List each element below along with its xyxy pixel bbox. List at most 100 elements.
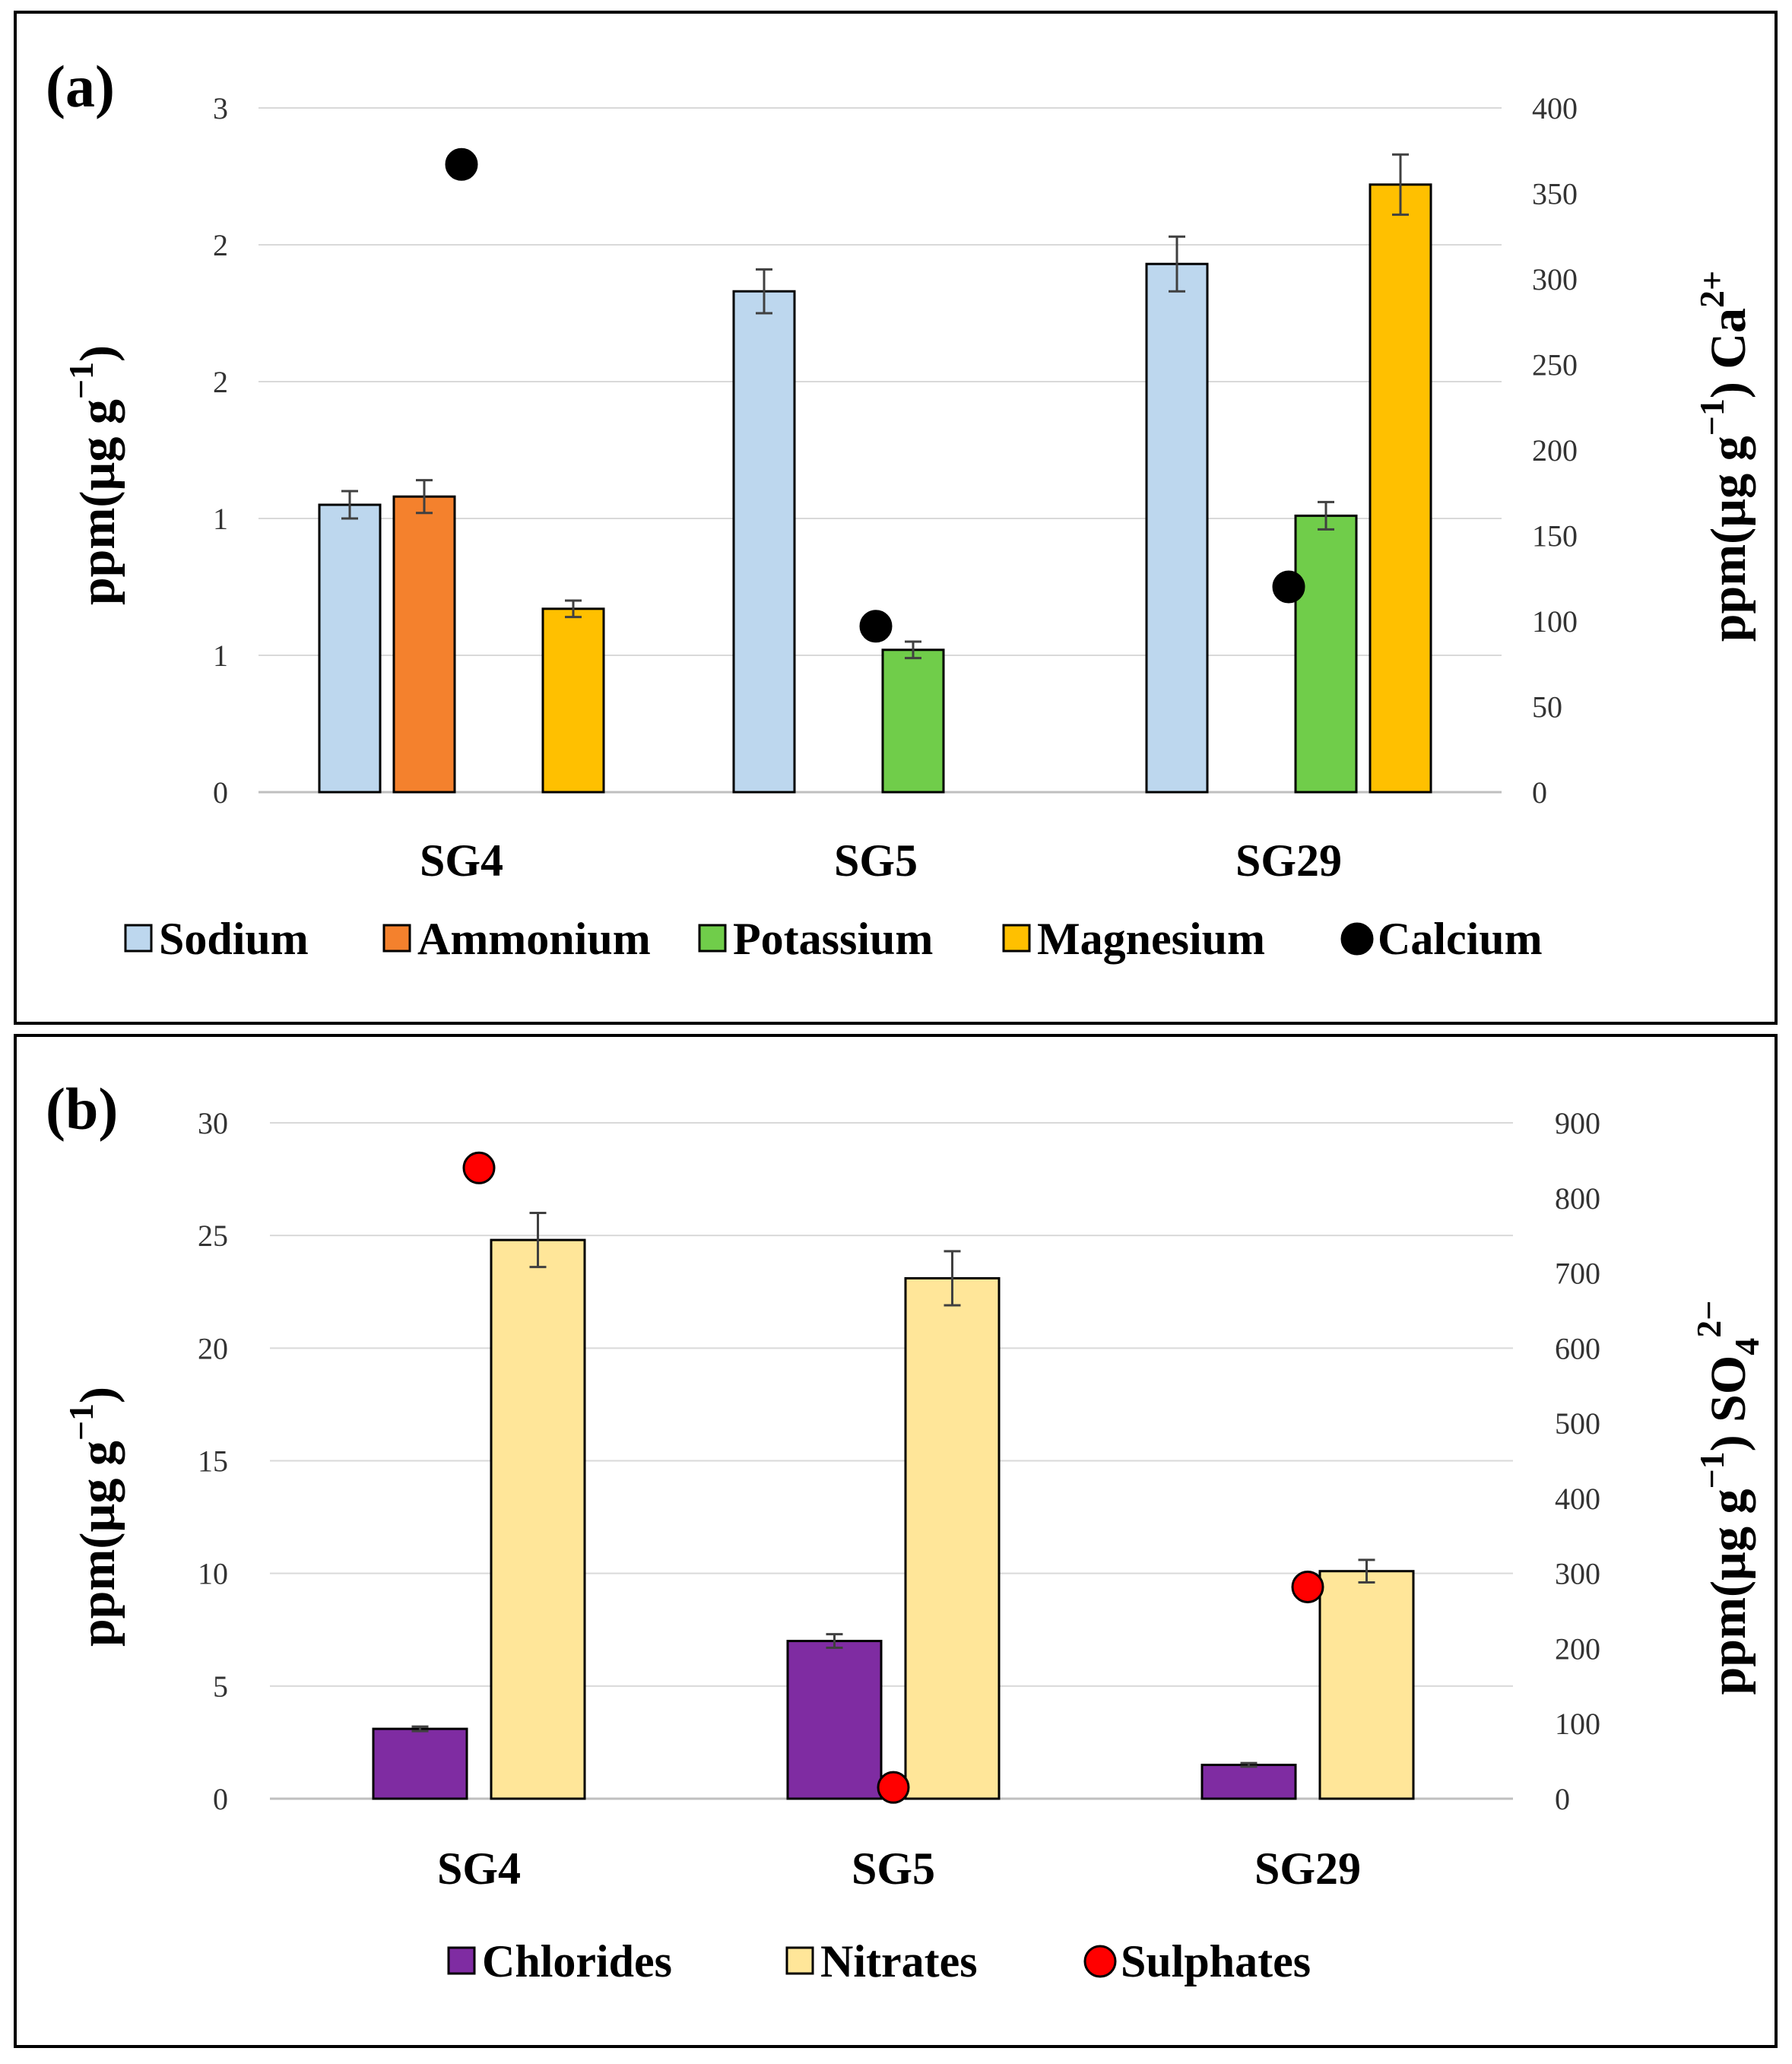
point-sulphates-sg29 [1291, 1570, 1324, 1603]
bar-sodium-sg29 [1145, 262, 1209, 794]
bar-ammonium-sg4 [392, 495, 456, 794]
legend-swatch [124, 924, 153, 953]
panel-a-frame [14, 11, 1778, 1025]
legend-label: Nitrates [820, 1936, 978, 1986]
bar-sodium-sg5 [732, 290, 796, 794]
legend-item-ammonium: Ammonium [382, 914, 651, 964]
panel-a-left-axis-ticks: 0 1 1 2 2 3 [213, 91, 228, 810]
y-tick-label: 20 [198, 1331, 228, 1365]
error-bar-chlorides-sg5 [826, 1633, 843, 1649]
legend-swatch [447, 1946, 476, 1975]
y2-tick-label: 400 [1532, 91, 1578, 125]
legend-label: Ammonium [417, 914, 651, 964]
point-calcium-sg29 [1272, 570, 1305, 604]
legend-item-potassium: Potassium [698, 914, 933, 964]
y-tick-label: 15 [198, 1444, 228, 1479]
y-tick-label: 3 [213, 91, 228, 125]
panel-b-bars [372, 1238, 1415, 1800]
bar-potassium-sg29 [1294, 514, 1358, 794]
y2-tick-label: 500 [1555, 1406, 1600, 1441]
legend-label: Sodium [159, 914, 309, 964]
category-label: SG4 [420, 835, 503, 886]
legend-item-magnesium: Magnesium [1002, 914, 1265, 964]
y-tick-label: 1 [213, 502, 228, 536]
panel-a-bars [318, 183, 1432, 794]
legend-marker [1340, 922, 1374, 956]
bar-chlorides-sg29 [1200, 1764, 1297, 1800]
panel-a-y-axis-label: ppm(µg g−1) [62, 345, 125, 605]
legend-label: Chlorides [482, 1936, 672, 1986]
bar-nitrates-sg29 [1318, 1570, 1415, 1800]
y2-tick-label: 300 [1532, 262, 1578, 296]
y2-tick-label: 200 [1555, 1631, 1600, 1666]
bar-chlorides-sg5 [786, 1640, 883, 1800]
panel-a-error-bars [341, 153, 1409, 660]
bar-chlorides-sg4 [372, 1727, 468, 1800]
y2-tick-label: 200 [1532, 433, 1578, 468]
y-tick-label: 10 [198, 1557, 228, 1591]
panel-b-right-axis-ticks: 0 100 200 300 400 500 600 700 800 900 [1555, 1106, 1600, 1816]
category-label: SG4 [437, 1844, 521, 1894]
y-tick-label: 0 [213, 1782, 228, 1816]
y2-tick-label: 350 [1532, 177, 1578, 211]
point-sulphates-sg5 [877, 1771, 910, 1804]
panel-a-scatter-points [445, 147, 1305, 643]
y2-tick-label: 50 [1532, 690, 1562, 724]
panel-b-label: (b) [46, 1076, 118, 1142]
error-bar-nitrates-sg4 [529, 1212, 547, 1269]
panel-b-chart: (b) 0 5 10 15 20 25 30 0 100 200 300 400 500 600 700 8… [14, 1034, 1778, 2048]
legend-item-sodium: Sodium [124, 914, 309, 964]
legend-label: Sulphates [1121, 1936, 1311, 1986]
y-tick-label: 5 [213, 1669, 228, 1704]
legend-item-calcium: Calcium [1340, 914, 1543, 964]
category-label: SG29 [1254, 1844, 1361, 1894]
error-bar-sodium-sg5 [756, 268, 772, 315]
legend-swatch [698, 924, 727, 953]
bar-magnesium-sg29 [1369, 183, 1432, 794]
bar-magnesium-sg4 [541, 607, 605, 794]
legend-swatch [785, 1946, 814, 1975]
panel-a-category-labels: SG4 SG5 SG29 [420, 835, 1342, 886]
point-sulphates-sg4 [462, 1151, 496, 1184]
bar-potassium-sg5 [881, 648, 945, 794]
point-calcium-sg5 [859, 610, 893, 643]
y2-tick-label: 100 [1532, 604, 1578, 639]
y2-tick-label: 250 [1532, 348, 1578, 382]
y-tick-label: 30 [198, 1106, 228, 1140]
panel-b-y2-axis-label: ppm(µg g−1) SO42− [1689, 1301, 1766, 1695]
error-bar-nitrates-sg29 [1358, 1558, 1375, 1584]
category-label: SG5 [852, 1844, 935, 1894]
point-calcium-sg4 [445, 147, 478, 181]
y-tick-label: 25 [198, 1219, 228, 1253]
legend-swatch [382, 924, 411, 953]
error-bar-sodium-sg4 [341, 490, 358, 520]
legend-marker [1083, 1945, 1117, 1978]
y2-tick-label: 100 [1555, 1707, 1600, 1741]
y-tick-label: 1 [213, 639, 228, 673]
y2-tick-label: 0 [1532, 775, 1547, 810]
y2-tick-label: 150 [1532, 519, 1578, 553]
error-bar-potassium-sg29 [1318, 500, 1334, 531]
error-bar-chlorides-sg29 [1240, 1761, 1258, 1768]
bar-nitrates-sg4 [490, 1238, 586, 1800]
error-bar-ammonium-sg4 [416, 479, 433, 515]
category-label: SG5 [834, 835, 918, 886]
legend-label: Potassium [733, 914, 933, 964]
bar-sodium-sg4 [318, 503, 382, 794]
bar-nitrates-sg5 [904, 1276, 1001, 1800]
error-bar-magnesium-sg4 [565, 599, 582, 619]
panel-b-y-axis-label: ppm(µg g−1) [62, 1387, 125, 1647]
y2-tick-label: 900 [1555, 1106, 1600, 1140]
y2-tick-label: 400 [1555, 1482, 1600, 1516]
legend-item-nitrates: Nitrates [785, 1936, 978, 1986]
y2-tick-label: 600 [1555, 1331, 1600, 1365]
y2-tick-label: 0 [1555, 1782, 1570, 1816]
panel-b-frame [14, 1034, 1778, 2048]
panel-b-category-labels: SG4 SG5 SG29 [437, 1844, 1361, 1894]
panel-b-left-axis-ticks: 0 5 10 15 20 25 30 [198, 1106, 228, 1816]
legend-swatch [1002, 924, 1031, 953]
panel-a-legend: Sodium Ammonium Potassium Magnesium Calcium [124, 914, 1543, 964]
y2-tick-label: 300 [1555, 1557, 1600, 1591]
